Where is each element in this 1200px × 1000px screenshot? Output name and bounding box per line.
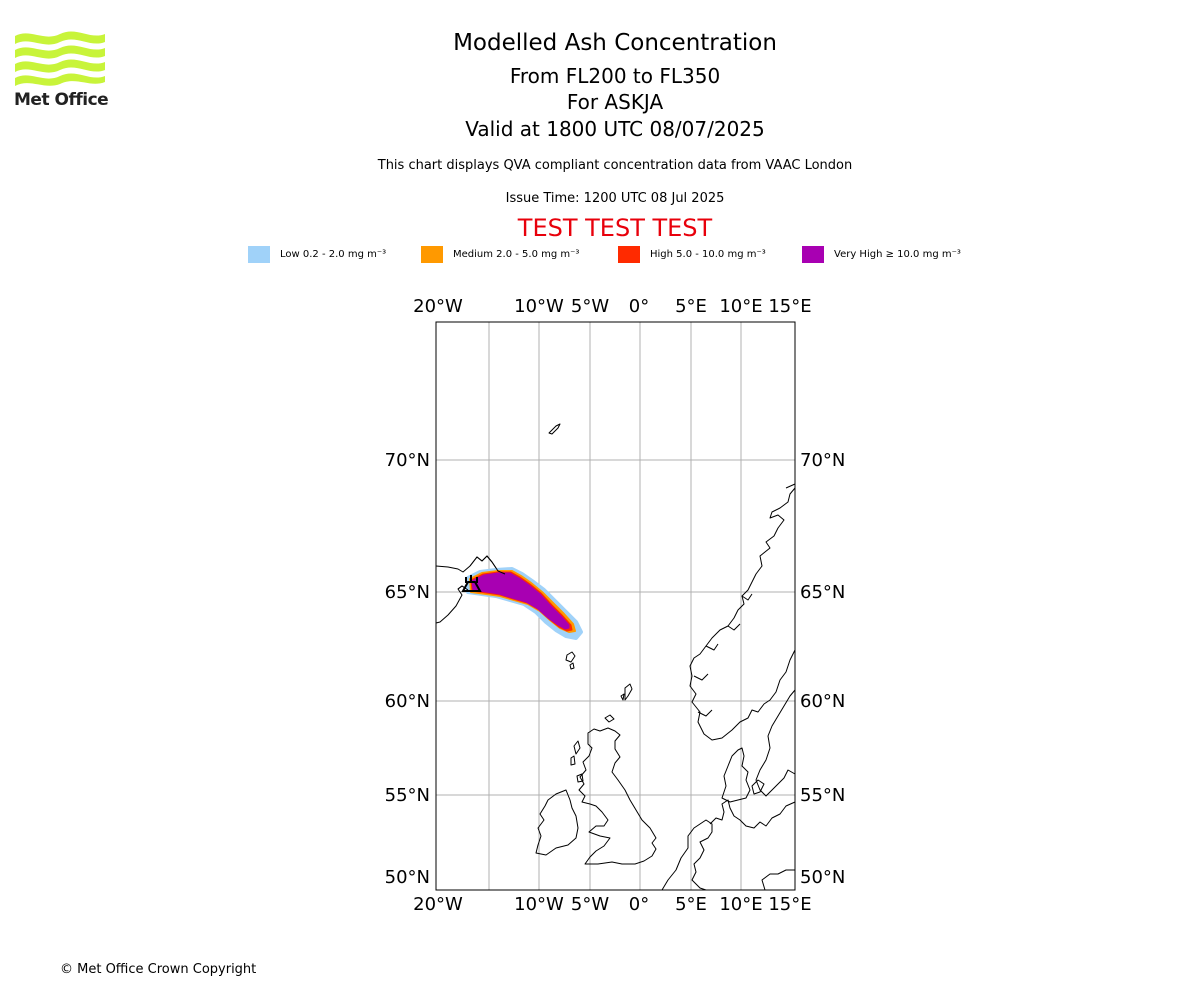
- lat-label: 60°N: [385, 691, 430, 712]
- legend-item-high: High 5.0 - 10.0 mg m⁻³: [618, 245, 766, 263]
- lat-label: 65°N: [385, 582, 430, 603]
- lat-labels-left: 70°N 65°N 60°N 55°N 50°N: [385, 450, 430, 888]
- valid-time: Valid at 1800 UTC 08/07/2025: [465, 117, 765, 141]
- map-gridlines: [436, 322, 795, 890]
- volcano-icon: [461, 575, 482, 592]
- lon-label: 20°W: [413, 296, 463, 317]
- lat-label: 50°N: [800, 867, 845, 888]
- test-banner: TEST TEST TEST: [517, 214, 713, 242]
- lon-label: 15°E: [768, 894, 811, 915]
- issue-time: Issue Time: 1200 UTC 08 Jul 2025: [505, 191, 725, 206]
- volcano-name: For ASKJA: [566, 90, 664, 114]
- lon-label: 5°W: [571, 296, 609, 317]
- legend-swatch: [618, 245, 640, 263]
- legend-item-low: Low 0.2 - 2.0 mg m⁻³: [248, 245, 386, 263]
- lon-label: 5°E: [675, 296, 707, 317]
- lon-label: 10°W: [514, 894, 564, 915]
- chart-description: This chart displays QVA compliant concen…: [377, 158, 853, 173]
- legend-swatch: [802, 245, 824, 263]
- legend-label: High 5.0 - 10.0 mg m⁻³: [650, 248, 766, 260]
- lon-label: 10°W: [514, 296, 564, 317]
- lon-labels-top: 20°W 10°W 5°W 0° 5°E 10°E 15°E: [413, 296, 811, 317]
- lat-label: 70°N: [385, 450, 430, 471]
- copyright-notice: © Met Office Crown Copyright: [60, 962, 257, 977]
- lon-label: 20°W: [413, 894, 463, 915]
- lon-label: 5°E: [675, 894, 707, 915]
- coastline-overlay: [457, 555, 506, 591]
- lat-labels-right: 70°N 65°N 60°N 55°N 50°N: [800, 450, 845, 888]
- legend-label: Very High ≥ 10.0 mg m⁻³: [834, 248, 961, 260]
- lat-label: 70°N: [800, 450, 845, 471]
- lat-label: 55°N: [385, 785, 430, 806]
- chart-title: Modelled Ash Concentration: [453, 30, 777, 56]
- lon-label: 5°W: [571, 894, 609, 915]
- flight-level-range: From FL200 to FL350: [509, 64, 721, 88]
- lon-label: 10°E: [719, 296, 762, 317]
- legend-swatch: [248, 245, 270, 263]
- met-office-logo: [15, 31, 105, 86]
- logo-wordmark: Met Office: [14, 90, 109, 110]
- map-frame: [435, 321, 796, 891]
- lon-labels-bottom: 20°W 10°W 5°W 0° 5°E 10°E 15°E: [413, 894, 811, 915]
- lon-label: 0°: [629, 894, 649, 915]
- legend-item-very-high: Very High ≥ 10.0 mg m⁻³: [802, 245, 961, 263]
- legend-swatch: [421, 245, 443, 263]
- lon-label: 10°E: [719, 894, 762, 915]
- lat-label: 55°N: [800, 785, 845, 806]
- lon-label: 0°: [629, 296, 649, 317]
- ash-plume: [466, 567, 583, 640]
- lat-label: 50°N: [385, 867, 430, 888]
- legend-label: Medium 2.0 - 5.0 mg m⁻³: [453, 248, 580, 260]
- legend-label: Low 0.2 - 2.0 mg m⁻³: [280, 248, 387, 260]
- lon-label: 15°E: [768, 296, 811, 317]
- ash-map: 20°W 10°W 5°W 0° 5°E 10°E 15°E 20°W 10°W…: [385, 296, 846, 915]
- legend-item-medium: Medium 2.0 - 5.0 mg m⁻³: [421, 245, 579, 263]
- lat-label: 65°N: [800, 582, 845, 603]
- lat-label: 60°N: [800, 691, 845, 712]
